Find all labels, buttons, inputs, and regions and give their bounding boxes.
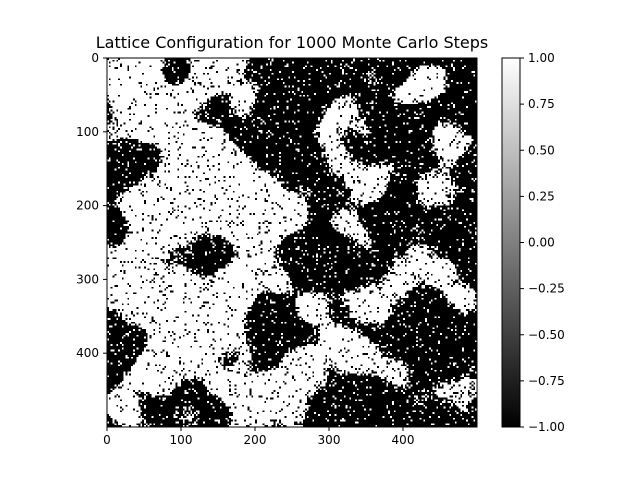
colorbar-tick-label: −0.50 bbox=[528, 328, 565, 342]
x-tick-label: 300 bbox=[318, 433, 341, 447]
plot-frame bbox=[106, 57, 478, 428]
colorbar-tick-label: 0.75 bbox=[528, 97, 555, 111]
colorbar-tick-label: −0.75 bbox=[528, 374, 565, 388]
y-tick-label: 400 bbox=[76, 346, 99, 360]
colorbar-gradient bbox=[502, 58, 520, 427]
x-tick-label: 400 bbox=[392, 433, 415, 447]
y-tick-label: 100 bbox=[76, 125, 99, 139]
y-axis: 0 100 200 300 400 bbox=[76, 51, 107, 360]
colorbar-ticks: 1.00 0.75 0.50 0.25 0.00 −0.25 −0.50 −0.75 −1.00 bbox=[520, 51, 565, 434]
colorbar-tick-label: −0.25 bbox=[528, 282, 565, 296]
chart-title: Lattice Configuration for 1000 Monte Car… bbox=[96, 33, 489, 52]
x-axis: 0 100 200 300 400 bbox=[103, 427, 414, 447]
colorbar-tick-label: 0.50 bbox=[528, 143, 555, 157]
y-tick-label: 200 bbox=[76, 199, 99, 213]
heatmap bbox=[106, 57, 478, 428]
y-tick-label: 0 bbox=[91, 51, 99, 65]
y-tick-label: 300 bbox=[76, 272, 99, 286]
x-tick-label: 0 bbox=[103, 433, 111, 447]
lattice-heatmap bbox=[107, 58, 477, 427]
x-tick-label: 100 bbox=[170, 433, 193, 447]
x-tick-label: 200 bbox=[244, 433, 267, 447]
colorbar-tick-label: 0.00 bbox=[528, 236, 555, 250]
colorbar-tick-label: 1.00 bbox=[528, 51, 555, 65]
colorbar-tick-label: 0.25 bbox=[528, 189, 555, 203]
colorbar: 1.00 0.75 0.50 0.25 0.00 −0.25 −0.50 −0.75 −1.00 bbox=[501, 51, 565, 434]
colorbar-tick-label: −1.00 bbox=[528, 420, 565, 434]
